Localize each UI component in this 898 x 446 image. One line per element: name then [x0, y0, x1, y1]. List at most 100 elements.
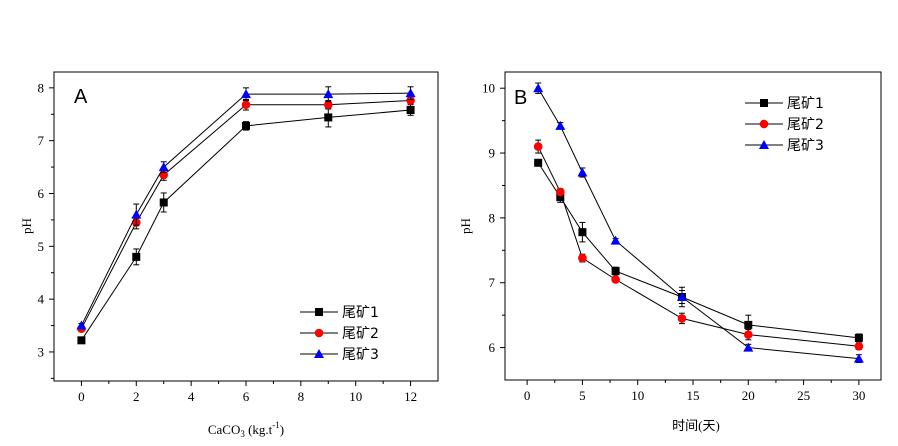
panel-b-legend-label: 尾矿3	[787, 138, 824, 154]
panel-b-series-1-point	[611, 267, 620, 276]
panel-a-xtick-label: 4	[188, 389, 195, 404]
panel-b-series-2-point	[743, 330, 753, 339]
panel-b-series-1-point	[534, 158, 543, 167]
panel-a-series-3	[76, 86, 416, 330]
panel-b-series-2-point	[578, 253, 587, 263]
panel-a-series-3-point	[131, 209, 142, 219]
panel-b-legend-label: 尾矿1	[787, 96, 824, 112]
panel-a-xtick-label: 8	[298, 389, 305, 404]
panel-a-xtick-label: 10	[349, 389, 362, 404]
panel-a-ylabel: pH	[19, 218, 34, 234]
panel-a-series-3-point	[158, 162, 169, 172]
panel-a-series-3-point	[241, 89, 251, 99]
panel-b-series-1-point	[578, 228, 587, 237]
panel-b-series-3-point	[853, 353, 864, 363]
panel-a-series-1-point	[406, 106, 415, 115]
panel-a-series-2-point	[323, 100, 333, 110]
panel-a-series-1-line	[81, 109, 411, 341]
panel-a-series-2-line	[80, 100, 411, 329]
panel-a-series-1-point	[242, 121, 250, 130]
panel-b-legend-marker	[759, 140, 769, 149]
panel-a-legend-marker	[315, 308, 323, 316]
panel-a-xtick-label: 12	[404, 389, 417, 404]
panel-b-series-2-point	[611, 275, 620, 284]
panel-b-legend-marker	[760, 99, 768, 107]
panel-a-xlabel-main: CaCO	[208, 422, 241, 437]
panel-a-series-3-point	[76, 320, 87, 330]
panel-a-ytick-label: 6	[38, 186, 45, 201]
panel-b-series-3-point	[610, 235, 621, 245]
panel-a-legend: 尾矿1 尾矿2 尾矿3	[300, 305, 379, 363]
panel-b-series-2-point	[677, 314, 687, 323]
panel-a-label: A	[74, 86, 88, 108]
panel-b-series-3-point	[676, 292, 687, 302]
panel-a-legend-label: 尾矿3	[342, 347, 379, 363]
panel-b-series-3-point	[555, 120, 566, 130]
panel-b-legend-entry-3: 尾矿3	[745, 138, 824, 154]
panel-a-xlabel-close: )	[280, 422, 284, 437]
panel-b-label: B	[514, 87, 527, 109]
panel-b-series-2-point	[533, 142, 543, 151]
panel-a-legend-label: 尾矿1	[342, 305, 379, 321]
panel-b-ytick-label: 10	[482, 81, 495, 96]
panel-b-legend-entry-1: 尾矿1	[745, 96, 824, 112]
panel-a-xlabel-rest: (kg.t	[245, 422, 273, 437]
panel-a-series-1-point	[324, 113, 333, 122]
panel-b-ytick-label: 8	[489, 210, 496, 225]
panel-a-series-1	[77, 104, 415, 345]
panel-b-xtick-label: 25	[797, 388, 810, 403]
panel-b-series-2-point	[854, 341, 864, 351]
panel-a-ytick-label: 7	[38, 133, 45, 148]
panel-b-series-2-line	[537, 146, 859, 347]
panel-a-series-3-line	[80, 92, 411, 326]
panel-a-series-2-point	[406, 96, 415, 105]
panel-b-series-1-point	[854, 333, 863, 342]
panel-b-xtick-label: 20	[742, 388, 755, 403]
panel-a-ytick-label: 8	[38, 80, 45, 95]
panel-b-series-3-point	[743, 342, 754, 352]
panel-a-ytick-label: 5	[38, 239, 45, 254]
panel-a-legend-entry-1: 尾矿1	[300, 305, 379, 321]
panel-b-xtick-label: 10	[631, 388, 644, 403]
panel-a-xlabel-sub: 3	[240, 429, 245, 439]
panel-a-xtick-label: 0	[78, 389, 85, 404]
panel-b-series-3	[533, 82, 864, 363]
panel-b-ytick-label: 9	[489, 146, 496, 161]
panel-b-ytick-label: 7	[489, 275, 496, 290]
panel-a-legend-marker	[314, 328, 324, 338]
panel-a-frame	[53, 71, 439, 382]
panel-b-series-1-line	[537, 162, 859, 339]
panel-b-series-2	[533, 139, 864, 351]
panel-b-series-1-point	[556, 193, 565, 202]
panel-a-series-3-point	[323, 89, 334, 99]
panel-b-ytick-label: 6	[489, 340, 496, 355]
panel-b-xtick-label: 30	[852, 388, 865, 403]
panel-b-series-1	[534, 158, 863, 343]
panel-b-xtick-label: 5	[579, 388, 586, 403]
panel-a-legend-label: 尾矿2	[342, 326, 379, 342]
panel-a-series-1-point	[159, 198, 168, 207]
panel-b-ylabel: pH	[458, 218, 473, 234]
panel-a-legend-entry-3: 尾矿3	[300, 347, 379, 363]
panel-a-legend-marker	[314, 349, 324, 358]
panel-a-ytick-label: 4	[38, 292, 45, 307]
panel-b-xtick-label: 0	[524, 388, 531, 403]
panel-b-series-3-point	[577, 167, 588, 177]
panel-b-xlabel: 时间(天)	[672, 418, 720, 433]
panel-b-legend: 尾矿1 尾矿2 尾矿3	[745, 96, 824, 154]
panel-b-legend-label: 尾矿2	[787, 117, 824, 133]
panel-a-legend-entry-2: 尾矿2	[300, 326, 379, 342]
panel-b-series-3-point	[533, 83, 544, 93]
panel-a-series-2	[77, 96, 415, 334]
panel-b-legend-marker	[759, 119, 769, 129]
panel-a-xtick-label: 2	[133, 389, 140, 404]
panel-a-series-1-point	[132, 252, 141, 261]
panel-a-ytick-label: 3	[38, 344, 45, 359]
panel-a-series-1-point	[77, 336, 86, 345]
panel-a-xtick-label: 6	[243, 389, 250, 404]
panel-b: 0 5 10 15 20 25 30 6 7 8 9 10 B pH 时间(天) 尾矿1 尾矿2 尾矿3	[458, 71, 882, 433]
panel-a-series-2-point	[241, 100, 251, 110]
panel-b-series-1-point	[744, 320, 753, 329]
